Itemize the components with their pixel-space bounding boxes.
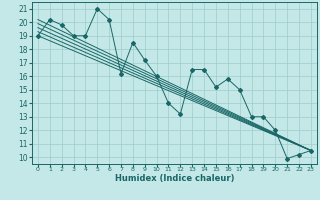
- X-axis label: Humidex (Indice chaleur): Humidex (Indice chaleur): [115, 174, 234, 183]
